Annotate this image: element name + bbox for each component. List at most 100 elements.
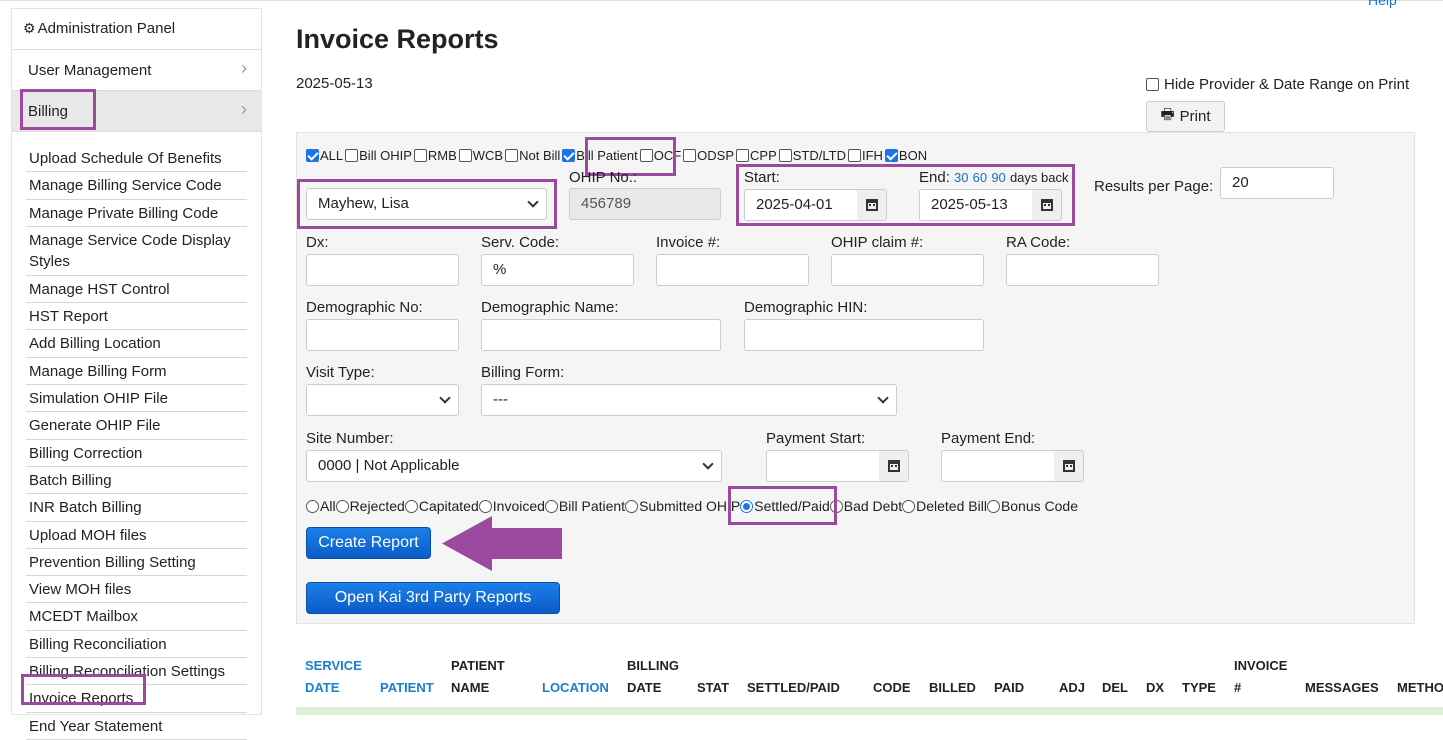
col-location[interactable]: LOCATION — [542, 680, 609, 695]
sidebar-subitem[interactable]: Batch Billing — [26, 467, 247, 495]
billing-type-checkbox[interactable]: Bill OHIP — [345, 148, 412, 163]
checkbox-icon[interactable] — [683, 149, 697, 162]
billing-type-checkbox[interactable]: IFH — [847, 148, 883, 163]
radio-icon[interactable] — [306, 499, 319, 513]
sidebar-subitem[interactable]: Upload MOH files — [26, 522, 247, 549]
billing-type-checkbox[interactable]: RMB — [413, 148, 457, 163]
col-type: TYPE — [1182, 680, 1216, 695]
checkbox-icon[interactable] — [778, 149, 792, 162]
checkbox-label: Not Bill — [519, 148, 561, 163]
hide-provider-checkbox[interactable]: Hide Provider & Date Range on Print — [1146, 76, 1409, 93]
sidebar-subitem[interactable]: Upload Schedule Of Benefits — [26, 145, 247, 173]
checkbox-icon[interactable] — [562, 149, 576, 162]
table-row[interactable] — [296, 707, 1443, 715]
checkbox-icon[interactable] — [345, 149, 359, 162]
billing-type-checkbox[interactable]: STD/LTD — [778, 148, 846, 163]
radio-icon[interactable] — [544, 499, 558, 513]
days-30-link[interactable]: 30 — [954, 170, 969, 185]
ohip-claim-input[interactable] — [831, 254, 984, 286]
sidebar-subitem[interactable]: End Year Statement — [26, 713, 247, 740]
status-radio[interactable]: Invoiced — [478, 498, 545, 514]
radio-icon[interactable] — [902, 499, 916, 513]
provider-select[interactable]: Mayhew, Lisa — [306, 188, 547, 220]
sidebar-subitem[interactable]: Manage Billing Form — [26, 358, 247, 386]
help-link[interactable]: Help — [1368, 0, 1397, 8]
end-date-input[interactable]: 2025-05-13 — [919, 189, 1033, 221]
status-radio[interactable]: Settled/Paid — [740, 498, 830, 514]
sidebar-subitem[interactable]: Manage Billing Service Code — [26, 172, 247, 200]
status-radio[interactable]: Capitated — [404, 498, 479, 514]
billing-type-checkbox[interactable]: Bill Patient — [562, 148, 638, 163]
sidebar-subitem[interactable]: Billing Reconciliation — [26, 631, 247, 659]
checkbox-icon[interactable] — [1146, 78, 1159, 91]
checkbox-icon[interactable] — [306, 149, 319, 162]
checkbox-icon[interactable] — [639, 149, 653, 162]
radio-icon[interactable] — [625, 499, 639, 513]
sidebar-item-billing[interactable]: Billing › — [12, 91, 261, 132]
payment-end-calendar-button[interactable] — [1054, 450, 1084, 482]
sidebar-subitem[interactable]: View MOH files — [26, 576, 247, 604]
col-patient[interactable]: PATIENT — [380, 680, 434, 695]
sidebar-subitem[interactable]: Manage HST Control — [26, 276, 247, 304]
ra-code-input[interactable] — [1006, 254, 1159, 286]
sidebar-subitem[interactable]: Add Billing Location — [26, 330, 247, 358]
billing-type-checkbox[interactable]: Not Bill — [505, 148, 560, 163]
payment-start-input[interactable] — [766, 450, 880, 482]
start-date-input[interactable]: 2025-04-01 — [744, 189, 858, 221]
sidebar-subitem[interactable]: Manage Service Code Display Styles — [26, 227, 247, 276]
checkbox-icon[interactable] — [884, 149, 898, 162]
billing-type-checkbox[interactable]: CPP — [736, 148, 777, 163]
sidebar-subitem[interactable]: Prevention Billing Setting — [26, 549, 247, 577]
status-radio[interactable]: Submitted OHIP — [625, 498, 740, 514]
checkbox-icon[interactable] — [505, 149, 519, 162]
radio-icon[interactable] — [335, 499, 349, 513]
sidebar-subitem[interactable]: MCEDT Mailbox — [26, 603, 247, 631]
results-per-page-input[interactable]: 20 — [1220, 167, 1334, 199]
radio-icon[interactable] — [478, 499, 492, 513]
end-calendar-button[interactable] — [1032, 189, 1062, 221]
col-service-date-2[interactable]: DATE — [305, 680, 340, 695]
checkbox-icon[interactable] — [736, 149, 750, 162]
demographic-name-input[interactable] — [481, 319, 721, 351]
serv-code-input[interactable]: % — [481, 254, 634, 286]
dx-input[interactable] — [306, 254, 459, 286]
billing-type-checkbox[interactable]: WCB — [458, 148, 503, 163]
demographic-hin-input[interactable] — [744, 319, 984, 351]
billing-type-checkbox[interactable]: BON — [884, 148, 927, 163]
sidebar-subitem[interactable]: Manage Private Billing Code — [26, 200, 247, 227]
checkbox-icon[interactable] — [413, 149, 427, 162]
radio-icon[interactable] — [404, 499, 418, 513]
billing-form-select[interactable]: --- — [481, 384, 897, 416]
site-number-select[interactable]: 0000 | Not Applicable — [306, 450, 722, 482]
start-calendar-button[interactable] — [857, 189, 887, 221]
radio-icon[interactable] — [740, 499, 754, 513]
sidebar-subitem[interactable]: Simulation OHIP File — [26, 385, 247, 413]
sidebar-subitem[interactable]: Billing Correction — [26, 440, 247, 467]
sidebar-item-user-management[interactable]: User Management › — [12, 50, 261, 91]
open-kai-reports-button[interactable]: Open Kai 3rd Party Reports — [306, 582, 560, 614]
create-report-button[interactable]: Create Report — [306, 527, 431, 559]
billing-type-checkbox[interactable]: ODSP — [683, 148, 734, 163]
sidebar-subitem[interactable]: HST Report — [26, 303, 247, 331]
checkbox-icon[interactable] — [847, 149, 861, 162]
radio-icon[interactable] — [986, 499, 1000, 513]
status-radio[interactable]: Rejected — [335, 498, 405, 514]
status-radio[interactable]: Bonus Code — [986, 498, 1078, 514]
payment-end-input[interactable] — [941, 450, 1055, 482]
invoice-no-input[interactable] — [656, 254, 809, 286]
status-radio[interactable]: Bill Patient — [544, 498, 625, 514]
sidebar-subitem[interactable]: INR Batch Billing — [26, 494, 247, 522]
status-radio[interactable]: All — [306, 498, 336, 514]
checkbox-icon[interactable] — [458, 149, 472, 162]
col-service-date[interactable]: SERVICE — [305, 658, 362, 673]
payment-start-calendar-button[interactable] — [879, 450, 909, 482]
status-radio[interactable]: Bad Debt — [829, 498, 902, 514]
status-radio[interactable]: Deleted Bill — [902, 498, 987, 514]
visit-type-select[interactable] — [306, 384, 459, 416]
days-60-link[interactable]: 60 — [972, 170, 988, 185]
print-button[interactable]: 🖶 Print — [1146, 101, 1225, 132]
sidebar-subitem[interactable]: Generate OHIP File — [26, 412, 247, 440]
days-90-link[interactable]: 90 — [991, 170, 1006, 185]
billing-type-checkbox[interactable]: ALL — [306, 148, 343, 163]
demographic-no-input[interactable] — [306, 319, 459, 351]
